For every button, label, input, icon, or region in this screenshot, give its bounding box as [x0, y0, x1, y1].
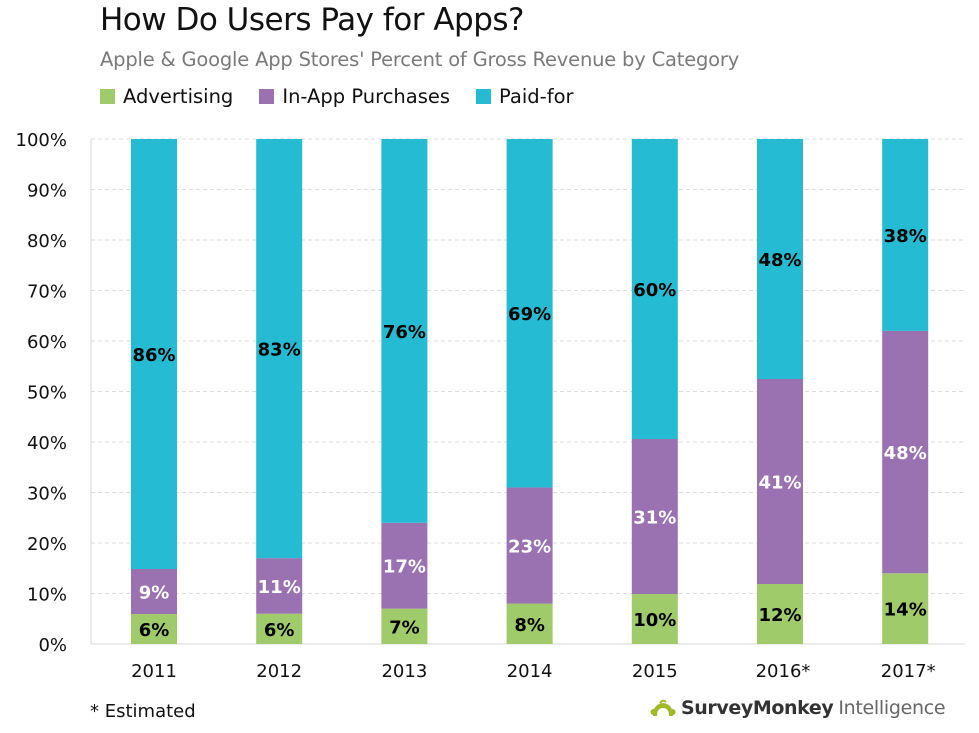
data-label-in-app-purchases: 23%: [508, 537, 551, 558]
x-tick-label: 2014: [507, 661, 553, 682]
y-tick-label: 100%: [16, 130, 67, 151]
legend-label-advertising: Advertising: [123, 85, 234, 108]
bar-segment-in-app-purchases: [381, 522, 428, 609]
legend-swatch-advertising: [100, 89, 115, 104]
y-tick-label: 90%: [27, 181, 67, 202]
bar-segment-in-app-purchases: [506, 487, 553, 604]
bar-stack-2011: 6% 9% 86%: [131, 139, 177, 644]
y-tick-label: 0%: [38, 635, 67, 656]
surveymonkey-logo-icon: [650, 699, 676, 716]
legend-swatch-paid-for: [476, 89, 492, 104]
bar-segment-paid-for: [256, 139, 303, 559]
bar-stack-2012: 6% 11% 83%: [256, 139, 303, 644]
data-label-advertising: 10%: [633, 610, 676, 631]
data-label-in-app-purchases: 11%: [258, 577, 301, 598]
legend: Advertising In-App Purchases Paid-for: [100, 85, 574, 108]
chart-title: How Do Users Pay for Apps?: [100, 2, 524, 38]
y-tick-label: 10%: [27, 585, 67, 606]
bar-stack-2016: 12% 41% 48%: [757, 139, 803, 644]
data-label-in-app-purchases: 17%: [383, 557, 426, 578]
legend-item-advertising: Advertising: [100, 85, 233, 108]
bar-segment-advertising: [381, 608, 428, 644]
x-tick-label: 2013: [381, 661, 427, 682]
y-tick-label: 60%: [27, 332, 67, 353]
data-label-in-app-purchases: 31%: [633, 508, 676, 529]
y-axis: 0% 10% 20% 30% 40% 50% 60% 70% 80% 90% 100%: [16, 130, 92, 656]
brand-name: SurveyMonkey: [681, 697, 834, 719]
data-label-paid-for: 69%: [508, 304, 551, 325]
legend-label-in-app-purchases: In-App Purchases: [282, 85, 451, 108]
data-label-paid-for: 76%: [383, 322, 426, 343]
legend-swatch-in-app-purchases: [259, 89, 275, 104]
bar-segment-in-app-purchases: [256, 558, 303, 614]
bar-stack-2017: 14% 48% 38%: [882, 139, 929, 644]
bar-segment-in-app-purchases: [882, 330, 929, 574]
x-tick-label: 2011: [131, 661, 177, 682]
x-axis: 2011 2012 2013 2014 2015 2016* 2017*: [131, 661, 936, 682]
chart-subtitle: Apple & Google App Stores' Percent of Gr…: [100, 48, 740, 71]
y-tick-label: 40%: [27, 433, 67, 454]
y-tick-label: 70%: [27, 282, 67, 303]
bar-segment-paid-for: [757, 139, 803, 379]
footnote: * Estimated: [90, 701, 196, 722]
data-label-paid-for: 48%: [758, 250, 801, 271]
bar-segment-advertising: [131, 614, 177, 644]
data-label-paid-for: 86%: [132, 345, 175, 366]
data-label-advertising: 14%: [884, 600, 927, 621]
brand-logo: SurveyMonkey Intelligence: [650, 697, 946, 719]
bar-segment-paid-for: [131, 139, 177, 569]
data-label-paid-for: 83%: [258, 340, 301, 361]
bar-segment-advertising: [631, 594, 678, 644]
data-label-paid-for: 38%: [884, 226, 927, 247]
bar-stack-2014: 8% 23% 69%: [506, 139, 553, 644]
x-tick-label: 2017*: [881, 661, 936, 682]
bar-segment-in-app-purchases: [757, 379, 803, 584]
data-label-in-app-purchases: 41%: [758, 473, 801, 494]
brand-suffix: Intelligence: [838, 697, 946, 719]
legend-label-paid-for: Paid-for: [499, 85, 574, 108]
y-tick-label: 20%: [27, 534, 67, 555]
bar-segment-in-app-purchases: [631, 439, 678, 594]
bar-segment-advertising: [506, 603, 553, 644]
x-tick-label: 2015: [632, 661, 678, 682]
bar-segment-paid-for: [506, 139, 553, 488]
data-label-advertising: 6%: [139, 620, 170, 641]
x-tick-label: 2016*: [756, 661, 811, 682]
y-tick-label: 50%: [27, 383, 67, 404]
bars: 6% 9% 86% 6% 11% 83% 7% 17% 76% 8% 23% 69% 10% 31% 60%…: [131, 139, 929, 644]
data-label-paid-for: 60%: [633, 280, 676, 301]
legend-item-in-app-purchases: In-App Purchases: [259, 85, 450, 108]
bar-segment-in-app-purchases: [131, 569, 177, 614]
data-label-advertising: 6%: [264, 620, 295, 641]
bar-segment-advertising: [882, 573, 929, 644]
bar-stack-2013: 7% 17% 76%: [381, 139, 428, 644]
bar-segment-advertising: [757, 584, 803, 644]
bar-segment-advertising: [256, 613, 303, 644]
x-tick-label: 2012: [256, 661, 302, 682]
bar-segment-paid-for: [631, 139, 678, 439]
y-tick-label: 30%: [27, 484, 67, 505]
data-label-advertising: 8%: [514, 615, 545, 636]
legend-item-paid-for: Paid-for: [476, 85, 574, 108]
bar-segment-paid-for: [882, 139, 929, 331]
data-label-advertising: 7%: [389, 617, 420, 638]
data-label-in-app-purchases: 9%: [139, 583, 170, 604]
data-label-advertising: 12%: [758, 605, 801, 626]
bar-segment-paid-for: [381, 139, 428, 523]
y-tick-label: 80%: [27, 231, 67, 252]
data-label-in-app-purchases: 48%: [884, 443, 927, 464]
bar-stack-2015: 10% 31% 60%: [631, 139, 678, 644]
